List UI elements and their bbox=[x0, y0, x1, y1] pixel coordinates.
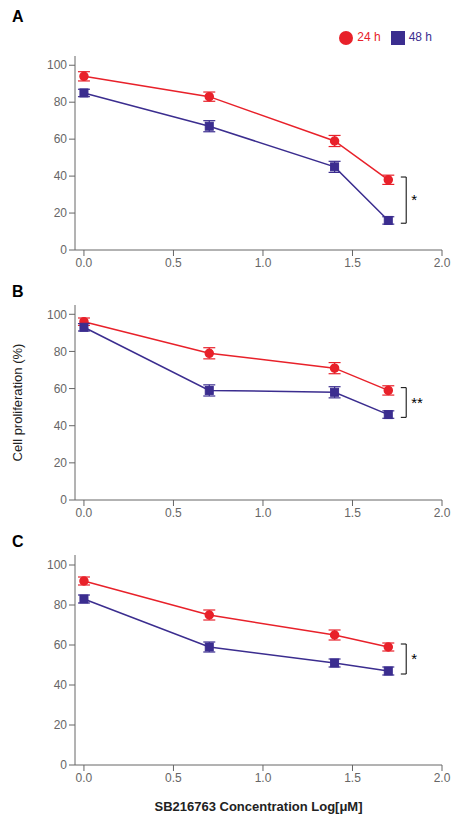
svg-text:20: 20 bbox=[54, 718, 68, 732]
svg-text:60: 60 bbox=[54, 132, 68, 146]
svg-text:1.5: 1.5 bbox=[344, 256, 361, 270]
svg-text:0.5: 0.5 bbox=[165, 506, 182, 520]
svg-text:20: 20 bbox=[54, 206, 68, 220]
svg-text:0.0: 0.0 bbox=[76, 256, 93, 270]
html-text:B: B bbox=[12, 283, 24, 300]
html-text:24 h: 24 h bbox=[357, 30, 381, 44]
svg-text:2.0: 2.0 bbox=[434, 771, 451, 785]
svg-text:0: 0 bbox=[60, 493, 67, 507]
svg-text:80: 80 bbox=[54, 95, 68, 109]
svg-text:1.5: 1.5 bbox=[344, 506, 361, 520]
svg-text:40: 40 bbox=[54, 169, 68, 183]
svg-text:0.5: 0.5 bbox=[165, 256, 182, 270]
svg-text:*: * bbox=[411, 191, 417, 208]
svg-text:SB216763 Concentration Log[μM]: SB216763 Concentration Log[μM] bbox=[154, 799, 362, 814]
svg-text:80: 80 bbox=[54, 598, 68, 612]
svg-text:Cell proliferation (%): Cell proliferation (%) bbox=[10, 344, 25, 462]
svg-text:0: 0 bbox=[60, 758, 67, 772]
svg-text:1.0: 1.0 bbox=[255, 506, 272, 520]
svg-text:80: 80 bbox=[54, 345, 68, 359]
svg-text:60: 60 bbox=[54, 382, 68, 396]
svg-text:*: * bbox=[411, 650, 417, 667]
svg-text:0.0: 0.0 bbox=[76, 771, 93, 785]
svg-text:100: 100 bbox=[47, 308, 67, 322]
svg-text:100: 100 bbox=[47, 58, 67, 72]
svg-text:1.5: 1.5 bbox=[344, 771, 361, 785]
svg-text:1.0: 1.0 bbox=[255, 771, 272, 785]
svg-text:0.0: 0.0 bbox=[76, 506, 93, 520]
svg-text:0: 0 bbox=[60, 243, 67, 257]
svg-text:20: 20 bbox=[54, 456, 68, 470]
svg-text:0.5: 0.5 bbox=[165, 771, 182, 785]
svg-text:40: 40 bbox=[54, 419, 68, 433]
svg-text:**: ** bbox=[411, 394, 423, 411]
html-text:48 h: 48 h bbox=[408, 30, 432, 44]
svg-text:2.0: 2.0 bbox=[434, 506, 451, 520]
svg-text:1.0: 1.0 bbox=[255, 256, 272, 270]
svg-text:60: 60 bbox=[54, 638, 68, 652]
html-text:A: A bbox=[12, 8, 24, 25]
svg-text:40: 40 bbox=[54, 678, 68, 692]
svg-text:100: 100 bbox=[47, 558, 67, 572]
html-text:C: C bbox=[12, 533, 24, 550]
svg-text:2.0: 2.0 bbox=[434, 256, 451, 270]
